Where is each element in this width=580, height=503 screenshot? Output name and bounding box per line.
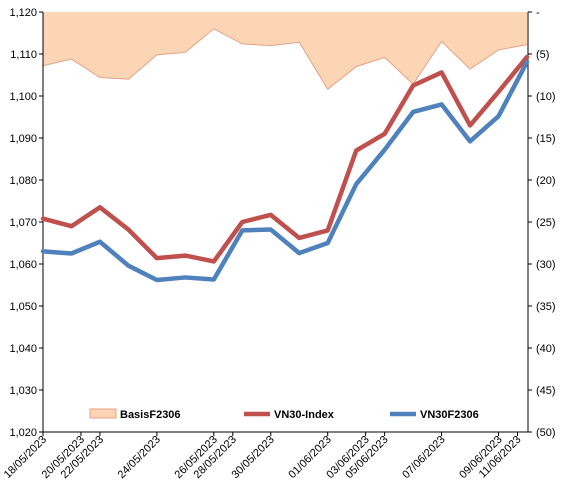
right-tick-label: (45) [536,385,556,397]
right-tick-label: (50) [536,427,556,439]
right-tick-label: (30) [536,259,556,271]
right-tick-label: (5) [536,49,549,61]
basis-area-fill [43,12,527,90]
right-tick-label: (25) [536,217,556,229]
vn30f2306-line [40,59,530,283]
right-tick-label: (10) [536,91,556,103]
left-tick-label: 1,030 [9,385,37,397]
legend-label: VN30F2306 [420,409,479,421]
right-tick-label: (20) [536,175,556,187]
x-tick-label: 07/06/2023 [400,434,447,481]
x-tick-label: 24/05/2023 [116,434,163,481]
vn30-index-line [40,54,530,264]
lines-layer [40,54,530,283]
basis-area-layer [42,12,528,91]
left-tick-label: 1,050 [9,301,37,313]
left-tick-label: 1,090 [9,133,37,145]
left-tick-label: 1,100 [9,91,37,103]
right-tick-label: - [536,7,540,19]
legend-label: VN30-Index [274,409,335,421]
right-tick-label: (40) [536,343,556,355]
legend-swatch-basis [89,408,117,419]
left-tick-label: 1,120 [9,7,37,19]
right-tick-label: (35) [536,301,556,313]
left-tick-label: 1,060 [9,259,37,271]
right-tick-label: (15) [536,133,556,145]
left-tick-label: 1,070 [9,217,37,229]
legend: BasisF2306 VN30-Index VN30F2306 [89,408,479,421]
legend-label: BasisF2306 [120,409,181,421]
left-tick-label: 1,040 [9,343,37,355]
left-tick-label: 1,110 [10,49,37,61]
basis-area-edge [42,28,528,91]
left-tick-label: 1,080 [9,175,37,187]
left-tick-label: 1,020 [9,427,37,439]
